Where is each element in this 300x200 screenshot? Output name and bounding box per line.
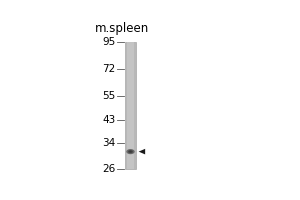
Bar <box>128 42 134 169</box>
Text: 43: 43 <box>102 115 116 125</box>
Polygon shape <box>139 149 145 154</box>
Ellipse shape <box>128 150 133 153</box>
Text: 26: 26 <box>102 164 116 174</box>
Bar <box>125 42 136 169</box>
Ellipse shape <box>129 151 132 152</box>
Text: m.spleen: m.spleen <box>95 22 149 35</box>
Text: 34: 34 <box>102 138 116 148</box>
Text: 55: 55 <box>102 91 116 101</box>
Text: 95: 95 <box>102 37 116 47</box>
Text: 72: 72 <box>102 64 116 74</box>
Ellipse shape <box>126 149 135 154</box>
